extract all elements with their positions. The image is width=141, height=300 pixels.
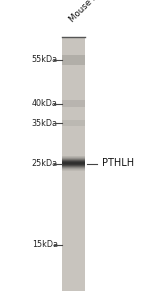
Bar: [62, 38, 85, 291]
Text: Mouse spleen: Mouse spleen: [68, 0, 116, 24]
Bar: [62, 160, 85, 161]
Bar: [62, 161, 85, 162]
Bar: [62, 158, 85, 159]
Bar: [62, 166, 85, 167]
Bar: [62, 100, 85, 107]
Bar: [62, 56, 85, 64]
Text: 15kDa: 15kDa: [32, 240, 58, 249]
Bar: [62, 167, 85, 168]
Text: 25kDa: 25kDa: [32, 159, 58, 168]
Bar: [62, 156, 85, 157]
Text: 55kDa: 55kDa: [32, 56, 58, 64]
Bar: [62, 165, 85, 166]
Bar: [62, 170, 85, 171]
Bar: [62, 159, 85, 160]
Text: 35kDa: 35kDa: [32, 118, 58, 127]
Bar: [62, 168, 85, 169]
Bar: [62, 162, 85, 163]
Bar: [62, 157, 85, 158]
Bar: [62, 163, 85, 164]
Text: PTHLH: PTHLH: [102, 158, 134, 169]
Bar: [62, 164, 85, 165]
Bar: [62, 120, 85, 126]
Bar: [62, 169, 85, 170]
Text: 40kDa: 40kDa: [32, 99, 58, 108]
